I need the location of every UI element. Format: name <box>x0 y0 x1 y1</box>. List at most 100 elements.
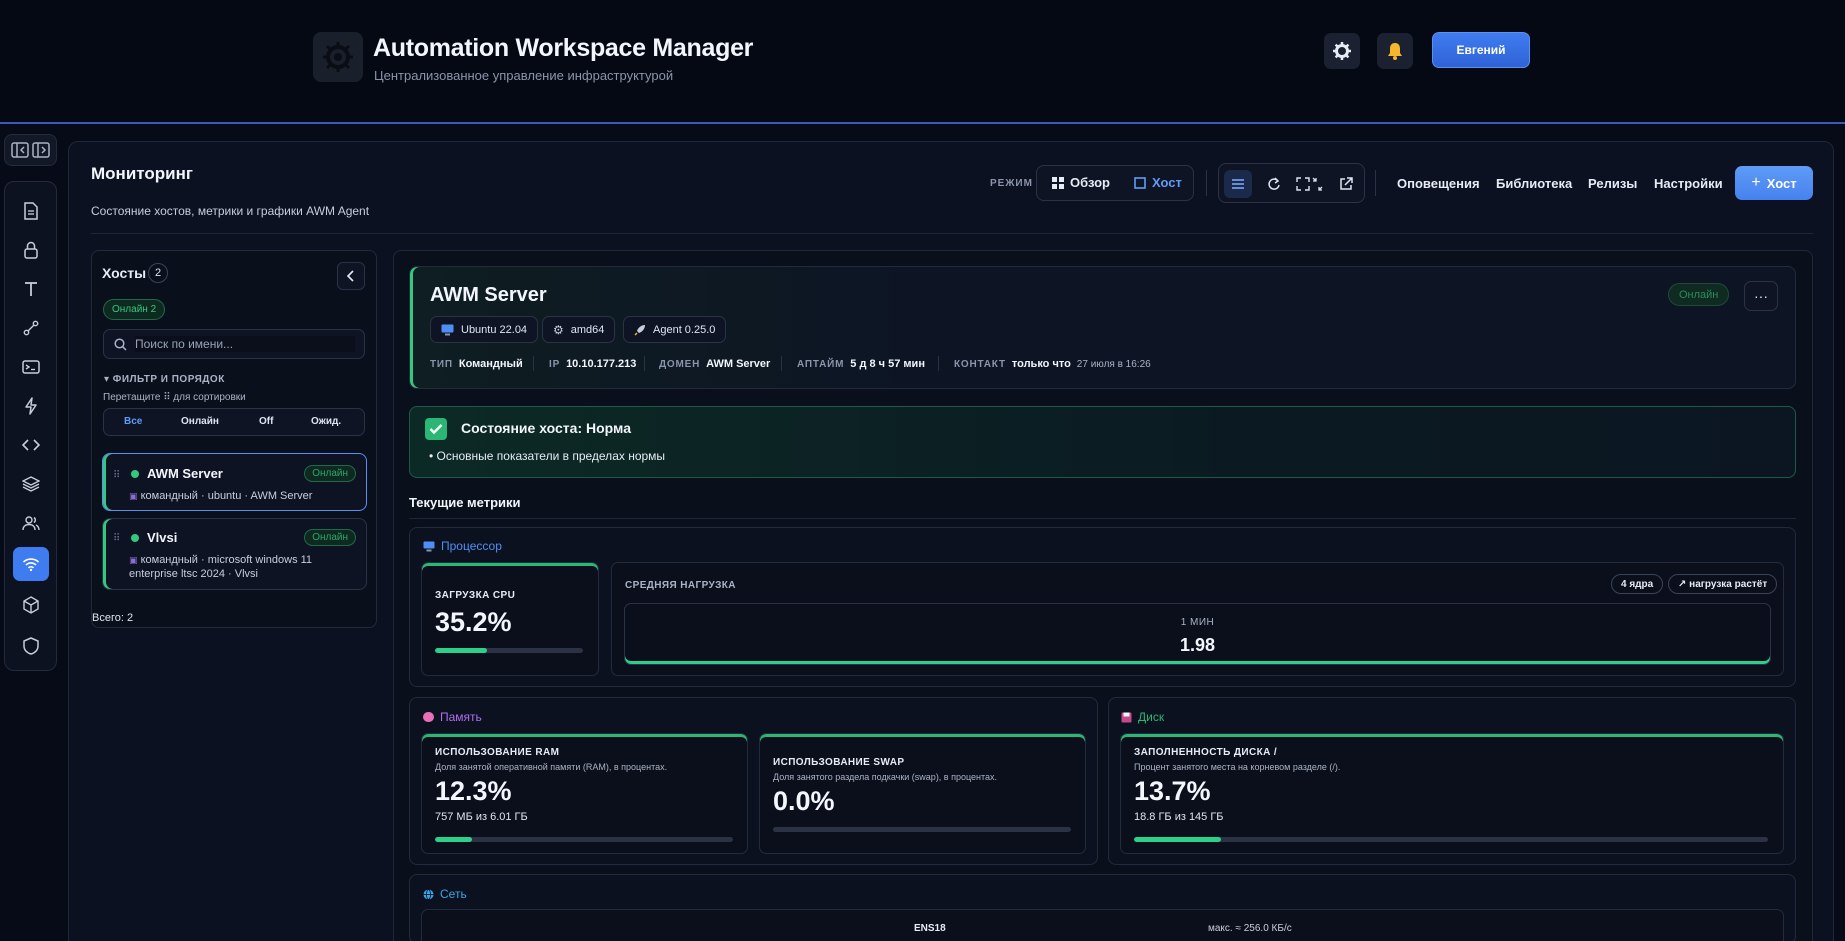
shield-icon <box>23 637 39 655</box>
sidebar-item-shield[interactable] <box>13 629 49 663</box>
mode-label: РЕЖИМ <box>990 178 1033 189</box>
sidebar-item-layers[interactable] <box>13 467 49 501</box>
card-desc: Процент занятого места на корневом разде… <box>1134 762 1341 772</box>
host-desc-line1: командный · microsoft windows 11 <box>140 554 313 566</box>
list-view-button[interactable] <box>1224 170 1252 198</box>
brain-icon <box>423 712 434 722</box>
open-external-button[interactable] <box>1332 170 1360 198</box>
floppy-disk-icon <box>1121 712 1132 722</box>
ram-bar <box>435 837 733 842</box>
network-max: макс. ≈ 256.0 КБ/с <box>1208 923 1292 934</box>
terminal-icon <box>22 360 40 374</box>
gear-icon: ⚙ <box>553 322 564 337</box>
sidebar <box>4 181 57 671</box>
host-list-item[interactable]: ⠿ Vlvsi Онлайн ▣ командный · microsoft w… <box>102 518 367 590</box>
page-subtitle: Состояние хостов, метрики и графики AWM … <box>91 204 370 218</box>
card-label: ЗАГРУЗКА CPU <box>435 590 516 601</box>
section-title-text: Память <box>440 710 482 724</box>
panel-collapse-icon <box>11 142 29 158</box>
host-title: AWM Server <box>430 284 547 306</box>
cpu-load-value: 35.2% <box>435 607 512 637</box>
agent-chip: Agent 0.25.0 <box>623 316 727 343</box>
network-interface: ENS18 <box>914 923 946 934</box>
host-desc: ▣ командный · microsoft windows 11 <box>129 554 312 567</box>
sidebar-item-users[interactable] <box>13 506 49 540</box>
code-icon <box>22 439 40 451</box>
mode-overview-button[interactable]: Обзор <box>1052 175 1110 190</box>
wifi-icon <box>22 558 40 572</box>
divider <box>1375 170 1376 196</box>
notifications-button[interactable] <box>1377 33 1413 69</box>
layers-icon <box>22 476 40 492</box>
sidebar-item-documents[interactable] <box>13 194 49 228</box>
sidebar-item-terminal[interactable] <box>13 350 49 384</box>
sidebar-item-text[interactable] <box>13 272 49 306</box>
filter-toggle[interactable]: ▾ ФИЛЬТР И ПОРЯДОК <box>104 374 225 385</box>
mode-host-button[interactable]: Хост <box>1134 175 1182 190</box>
sidebar-toggle-button[interactable] <box>4 134 57 166</box>
nav-alerts-link[interactable]: Оповещения <box>1397 176 1480 191</box>
text-icon <box>25 282 37 296</box>
more-actions-button[interactable]: ··· <box>1744 281 1778 311</box>
terminal-type-icon: ▣ <box>129 555 138 565</box>
meta-ip: IP 10.10.177.213 <box>549 358 636 370</box>
search-input[interactable] <box>135 336 355 352</box>
disk-section-title: Диск <box>1121 710 1164 724</box>
panel-expand-icon <box>32 142 50 158</box>
settings-button[interactable] <box>1324 33 1360 69</box>
top-header: Automation Workspace Manager Централизов… <box>0 0 1845 124</box>
drag-handle-icon[interactable]: ⠿ <box>113 470 121 481</box>
ram-card: ИСПОЛЬЗОВАНИЕ RAM Доля занятой оперативн… <box>421 733 748 854</box>
meta-value: Командный <box>458 358 523 370</box>
fullscreen-button[interactable] <box>1296 170 1324 198</box>
online-filter-badge[interactable]: Онлайн 2 <box>103 299 166 320</box>
meta-uptime: АПТАЙМ 5 д 8 ч 57 мин <box>797 358 925 370</box>
swap-value: 0.0% <box>773 786 835 816</box>
nav-settings-link[interactable]: Настройки <box>1654 176 1723 191</box>
arch-chip: ⚙ amd64 <box>542 316 616 343</box>
meta-contact: КОНТАКТ только что 27 июля в 16:26 <box>954 358 1151 370</box>
collapse-hosts-button[interactable] <box>337 262 365 290</box>
nav-library-link[interactable]: Библиотека <box>1496 176 1573 191</box>
filter-all[interactable]: Все <box>124 416 143 427</box>
cpu-section-title: Процессор <box>423 539 502 553</box>
grid-icon <box>1052 176 1064 189</box>
ram-sub: 757 МБ из 6.01 ГБ <box>435 811 528 823</box>
filter-online[interactable]: Онлайн <box>181 416 219 427</box>
card-label: СРЕДНЯЯ НАГРУЗКА <box>625 580 736 591</box>
sidebar-item-automation[interactable] <box>13 389 49 423</box>
bar-fill <box>435 648 488 653</box>
hosts-count-badge: 2 <box>148 263 168 283</box>
sidebar-item-security-lock[interactable] <box>13 233 49 267</box>
sidebar-item-workflow[interactable] <box>13 311 49 345</box>
filter-pending[interactable]: Ожид. <box>311 416 342 427</box>
os-chip: Ubuntu 22.04 <box>430 316 539 343</box>
host-header-card <box>409 266 1796 389</box>
meta-value: 10.10.177.213 <box>566 358 637 370</box>
meta-type: ТИП Командный <box>430 358 523 370</box>
add-host-button[interactable]: + Хост <box>1735 166 1813 200</box>
meta-key: АПТАЙМ <box>797 359 845 370</box>
users-icon <box>22 516 40 531</box>
drag-handle-icon[interactable]: ⠿ <box>113 533 121 544</box>
search-icon <box>114 337 127 351</box>
mode-host-label: Хост <box>1152 175 1182 190</box>
trend-badge: ↗ нагрузка растёт <box>1668 574 1778 594</box>
add-host-label: Хост <box>1766 175 1797 191</box>
status-filter: Все Онлайн Off Ожид. <box>103 408 365 436</box>
nav-releases-link[interactable]: Релизы <box>1588 176 1638 191</box>
host-list-item[interactable]: ⠿ AWM Server Онлайн ▣ командный · ubuntu… <box>102 453 367 511</box>
cpu-load-bar <box>435 648 583 653</box>
sidebar-item-packages[interactable] <box>13 588 49 622</box>
refresh-button[interactable] <box>1260 170 1288 198</box>
plus-icon: + <box>1751 174 1761 191</box>
user-menu-button[interactable]: Евгений <box>1432 32 1530 68</box>
meta-time: 27 июля в 16:26 <box>1076 359 1151 370</box>
filter-off[interactable]: Off <box>259 416 274 427</box>
monitor-icon <box>423 541 435 551</box>
card-desc: Доля занятого раздела подкачки (swap), в… <box>773 772 998 782</box>
card-label: ЗАПОЛНЕННОСТЬ ДИСКА / <box>1134 747 1278 758</box>
sidebar-item-code[interactable] <box>13 428 49 462</box>
rocket-icon <box>634 324 645 336</box>
sidebar-item-monitoring[interactable] <box>13 547 49 581</box>
